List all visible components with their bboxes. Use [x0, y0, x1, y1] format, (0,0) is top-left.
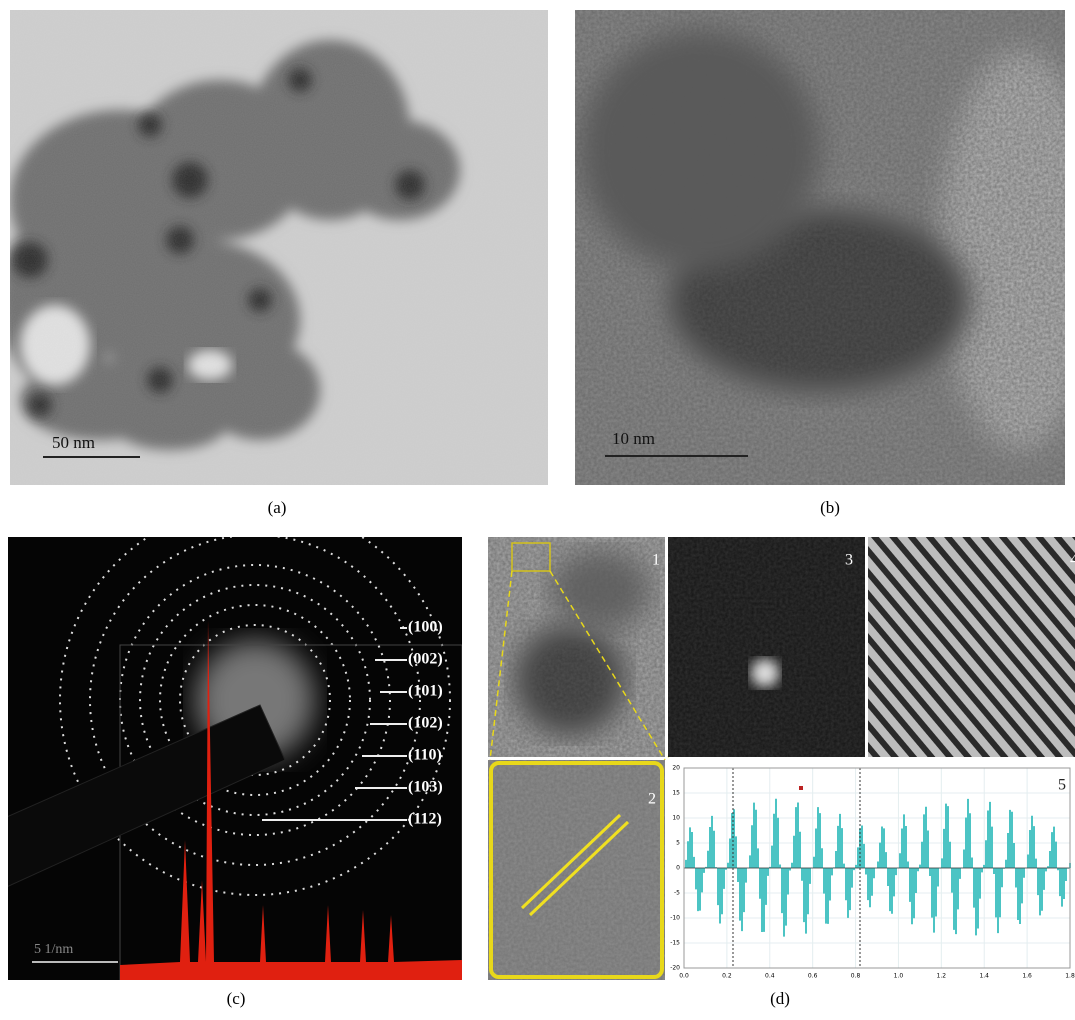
x-tick-label: 1.4	[979, 973, 989, 980]
inset-number: 4	[1070, 552, 1075, 569]
panel-label: (c)	[227, 989, 246, 1008]
y-tick-label: 5	[676, 840, 680, 847]
y-tick-label: -5	[674, 890, 680, 897]
x-tick-label: 0.8	[851, 973, 861, 980]
y-tick-label: -20	[670, 965, 680, 972]
x-tick-label: 1.6	[1022, 973, 1032, 980]
ring-label: (102)	[408, 715, 443, 732]
ring-label: (101)	[408, 683, 443, 700]
y-tick-label: 20	[672, 765, 680, 772]
inset-number: 5	[1058, 777, 1066, 794]
panel-c-image	[0, 505, 462, 980]
ring-label: (110)	[408, 747, 442, 764]
fft-spot	[751, 659, 779, 687]
y-tick-label: 0	[676, 865, 680, 872]
y-tick-label: 15	[672, 790, 680, 797]
panel-label: (a)	[268, 498, 287, 517]
x-tick-label: 0.6	[808, 973, 818, 980]
y-tick-label: 10	[672, 815, 680, 822]
y-tick-label: -10	[670, 915, 680, 922]
scale-bar-label: 50 nm	[52, 433, 95, 452]
panel-label: (d)	[770, 989, 790, 1008]
inset-number: 2	[648, 791, 656, 808]
x-tick-label: 1.2	[937, 973, 947, 980]
ring-label: (112)	[408, 811, 442, 828]
inset-number: 3	[845, 552, 853, 569]
panel-label: (b)	[820, 498, 840, 517]
panel-b-image	[575, 10, 1075, 485]
panel-a-image	[0, 10, 548, 485]
ring-label: (100)	[408, 619, 443, 636]
x-tick-label: 0.0	[679, 973, 689, 980]
scale-bar-label: 10 nm	[612, 429, 655, 448]
x-tick-label: 1.8	[1065, 973, 1075, 980]
scale-bar-label: 5 1/nm	[34, 942, 73, 957]
x-tick-label: 0.2	[722, 973, 732, 980]
ring-label: (103)	[408, 779, 443, 796]
inset-4-image	[868, 537, 1075, 757]
marker-dot	[799, 786, 803, 790]
inset-number: 1	[652, 552, 660, 569]
ring-label: (002)	[408, 651, 443, 668]
inset-1-image	[488, 537, 665, 757]
y-tick-label: -15	[670, 940, 680, 947]
figure: 50 nm (a) 10 nm (b) (100) (002) (101) (102)…	[0, 0, 1075, 1015]
x-tick-label: 0.4	[765, 973, 775, 980]
x-tick-label: 1.0	[894, 973, 904, 980]
